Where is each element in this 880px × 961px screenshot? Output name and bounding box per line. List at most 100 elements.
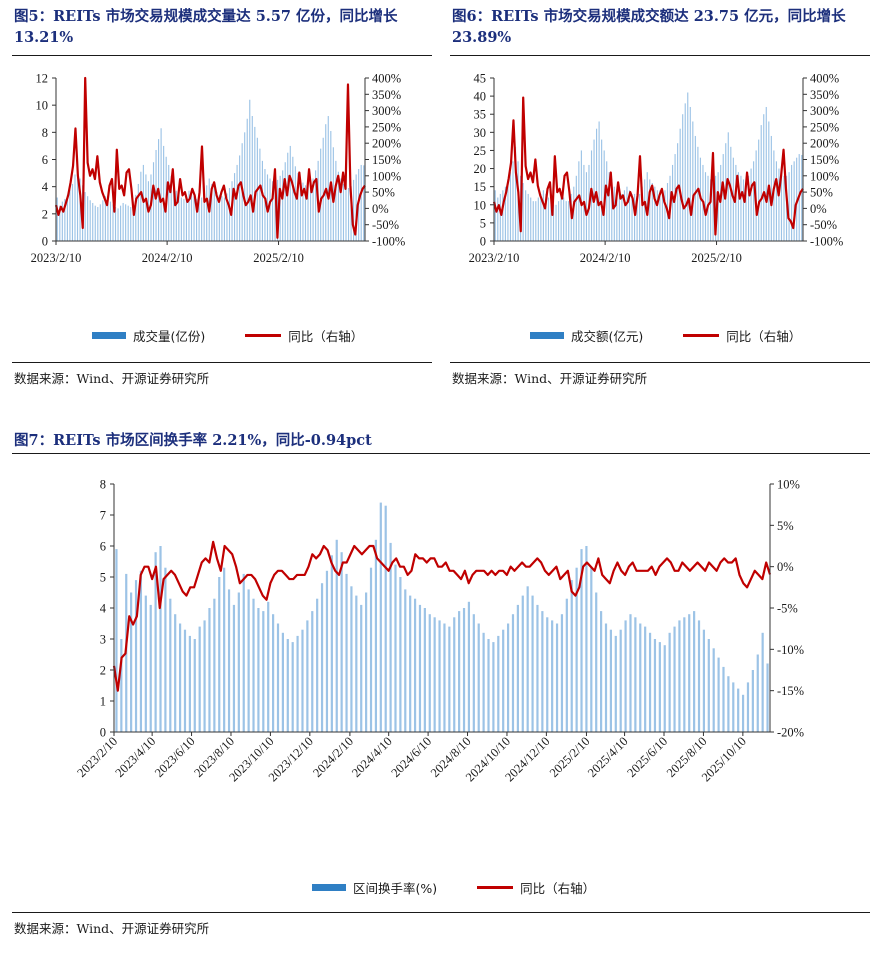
fig7-bar [609, 629, 612, 732]
fig6-bar [801, 154, 803, 241]
fig7-bar [766, 663, 769, 732]
fig6-bar [646, 172, 648, 241]
fig6-bar [628, 190, 631, 241]
fig7-bar [477, 623, 480, 732]
fig5-bar [120, 205, 122, 241]
fig6-bar [720, 164, 722, 241]
fig5-legend-bar-swatch [92, 332, 126, 339]
fig7-bar [634, 617, 637, 732]
fig6-source: 数据来源：Wind、开源证券研究所 [452, 371, 648, 386]
fig7-bar [272, 614, 275, 732]
fig5-bar [74, 174, 76, 241]
fig5-bar [92, 202, 94, 241]
fig5-bar [122, 202, 124, 241]
fig5-right-tick-label: 0% [372, 202, 389, 216]
fig5-title: 图5：REITs 市场交易规模成交量达 5.57 亿份，同比增长 13.21% [14, 8, 398, 46]
fig7-bar [198, 626, 201, 732]
fig6-bar [611, 179, 613, 241]
fig5-right-tick-label: 250% [372, 120, 401, 134]
fig6-bar [768, 121, 770, 241]
fig5-bar [196, 198, 198, 241]
fig6-legend-line-label: 同比（右轴） [726, 329, 802, 344]
fig7-right-tick-label: 5% [777, 519, 794, 533]
fig5-bar [309, 183, 312, 241]
fig6-bar [780, 172, 783, 241]
fig6-bar [785, 175, 788, 241]
fig5-bar [183, 198, 185, 241]
fig7-legend-bar-swatch [312, 884, 346, 891]
fig5-bar [137, 183, 139, 241]
fig6-bar [570, 193, 572, 241]
fig6-right-tick-label: 400% [810, 72, 839, 86]
fig7-bar [394, 564, 397, 732]
fig7-bar [144, 595, 147, 732]
fig7-x-tick-label: 2025/6/10 [624, 734, 670, 780]
fig6-bar [563, 197, 565, 241]
fig5-yoy-line [54, 76, 366, 239]
fig6-bar [709, 179, 712, 241]
fig6-bar [639, 193, 641, 241]
fig7-bar [467, 601, 471, 732]
fig5-bar [337, 171, 339, 241]
fig6-right-tick-label: 100% [810, 169, 839, 183]
fig5-bar [117, 208, 119, 241]
fig5-bar [213, 188, 215, 241]
fig7-bar [399, 577, 402, 732]
fig6-bar [494, 190, 496, 241]
fig7-bar [497, 635, 500, 732]
fig6-legend-bar-label: 成交额(亿元) [571, 329, 644, 344]
fig5-bar [358, 169, 360, 241]
fig5-right-tick-label: 350% [372, 88, 401, 102]
fig7-x-tick-label: 2024/4/10 [349, 734, 395, 780]
fig6-legend-bar-swatch [530, 332, 564, 339]
fig5-bar [312, 178, 314, 241]
fig5-legend: 成交量(亿份) 同比（右轴） [92, 326, 363, 345]
fig5-bar [180, 197, 182, 241]
fig7-bar [516, 604, 519, 732]
fig6-bar [758, 139, 760, 241]
fig7-bar [296, 635, 299, 732]
fig6-bar [552, 204, 555, 241]
fig7-bar [688, 614, 691, 732]
fig5-right-tick-label: 200% [372, 137, 401, 151]
fig6-title-rule [450, 55, 870, 56]
fig7-bar [169, 598, 172, 732]
fig5-bar [109, 201, 112, 241]
fig7-x-tick-label: 2024/8/10 [428, 734, 474, 780]
fig5-left-tick-label: 12 [36, 72, 49, 86]
fig6-bar [507, 179, 509, 241]
fig6-bar [692, 121, 694, 241]
fig7-x-tick-label: 2023/2/10 [74, 734, 120, 780]
fig7-bar [575, 567, 578, 732]
fig6-bar [626, 186, 628, 241]
fig6-left-tick-label: 40 [474, 90, 487, 104]
fig5-bar [325, 124, 327, 241]
fig6-x-tick-label: 2025/2/10 [691, 251, 742, 265]
fig5-left-tick-label: 8 [42, 126, 48, 140]
fig6-bar [558, 201, 560, 241]
fig7-bar [580, 549, 583, 732]
fig7-legend: 区间换手率(%) 同比（右轴） [312, 878, 595, 897]
fig7-bar [751, 670, 754, 732]
fig6-bar [699, 157, 701, 241]
fig7-bar [418, 604, 422, 732]
fig7-bar [565, 598, 568, 732]
fig6-bar [509, 172, 512, 241]
fig7-bar [482, 632, 485, 732]
fig6-bar [649, 179, 651, 241]
fig7-bar [746, 682, 750, 732]
fig6-bar [671, 164, 674, 241]
fig6-bar [763, 114, 765, 241]
fig6-bar [530, 197, 532, 241]
fig7-bar [120, 639, 123, 732]
fig6-bar [697, 146, 699, 241]
fig7-bar [360, 604, 363, 732]
fig5-bar [342, 183, 345, 241]
fig5-bar [135, 194, 137, 241]
fig5-right-tick-label: 50% [372, 186, 395, 200]
fig7-bar [413, 598, 417, 732]
fig5-bar [66, 194, 68, 241]
fig7-legend-line-label: 同比（右轴） [520, 881, 596, 896]
fig7-bar [365, 592, 368, 732]
fig7-bar [183, 629, 187, 732]
